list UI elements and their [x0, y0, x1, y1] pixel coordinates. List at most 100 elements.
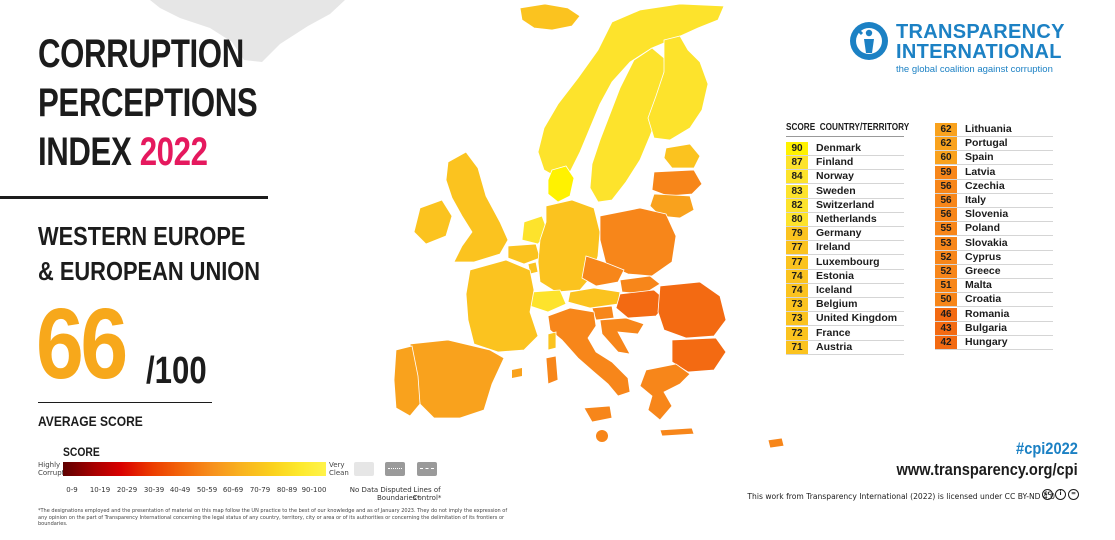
row-score: 62 [935, 137, 957, 151]
row-country: Romania [965, 307, 1010, 320]
average-score: 66 [36, 288, 128, 400]
title-index: INDEX [38, 130, 132, 174]
row-divider [786, 169, 904, 171]
row-divider [786, 339, 904, 341]
country-spain [409, 339, 505, 419]
country-romania [657, 281, 727, 339]
row-country: Cyprus [965, 250, 1002, 263]
table-row: 53 Slovakia [935, 236, 1053, 251]
country-slovakia [619, 275, 661, 295]
row-score: 46 [935, 307, 957, 321]
country-denmark [547, 165, 575, 203]
country-hungary [615, 289, 669, 319]
row-score: 56 [935, 194, 957, 207]
island-corsica [547, 331, 557, 351]
website-link[interactable]: www.transparency.org/cpi [896, 460, 1078, 479]
table-row: 77 Ireland [786, 241, 904, 256]
ti-figure-icon [850, 22, 888, 60]
row-divider [786, 325, 904, 327]
row-score: 73 [786, 312, 808, 326]
row-divider [935, 306, 1053, 308]
row-score: 52 [935, 265, 957, 278]
country-latvia [651, 169, 703, 197]
legend-lines-of-control-swatch [417, 462, 437, 476]
row-country: Malta [965, 279, 992, 292]
country-croatia [599, 317, 645, 355]
row-score: 56 [935, 179, 957, 193]
row-divider [786, 311, 904, 313]
row-score: 71 [786, 340, 808, 354]
row-country: France [816, 326, 851, 339]
row-score: 56 [935, 208, 957, 222]
legend-range: 20-29 [116, 486, 138, 494]
score-column-header: SCORE [786, 122, 816, 133]
table-row: 56 Czechia [935, 179, 1053, 194]
legend-color-scale [63, 462, 326, 476]
legend-no-data-swatch [354, 462, 374, 476]
greenland-shape [150, 0, 345, 62]
row-score: 42 [935, 336, 957, 349]
table-row: 50 Croatia [935, 293, 1053, 308]
legend-lines-of-control-label: Lines of Control* [412, 486, 442, 502]
row-country: Luxembourg [816, 255, 880, 268]
row-country: Poland [965, 222, 1001, 235]
legend-no-data-label: No Data [349, 486, 379, 494]
row-divider [935, 136, 1053, 137]
row-score: 73 [786, 298, 808, 312]
title-year: 2022 [139, 130, 208, 174]
country-cyprus [767, 437, 785, 449]
country-poland [599, 207, 677, 277]
row-country: Norway [816, 170, 854, 183]
row-divider [935, 278, 1053, 279]
row-score: 84 [786, 170, 808, 184]
country-austria [567, 287, 621, 309]
average-score-label: AVERAGE SCORE [38, 413, 143, 429]
table-row: 80 Netherlands [786, 213, 904, 227]
row-country: Germany [816, 227, 862, 240]
table-row: 77 Luxembourg [786, 255, 904, 270]
legend-range: 90-100 [301, 486, 327, 494]
row-divider [786, 226, 904, 227]
table-row: 62 Lithuania [935, 123, 1053, 137]
table-row: 56 Slovenia [935, 208, 1053, 223]
row-country: Hungary [965, 336, 1008, 348]
title-line-2: PERCEPTIONS [38, 81, 258, 125]
legend-range: 80-89 [276, 486, 298, 494]
row-score: 72 [786, 326, 808, 340]
logo-name-line-1: TRANSPARENCY [896, 21, 1065, 43]
row-score: 83 [786, 184, 808, 198]
country-ireland [413, 199, 453, 245]
cc-icon: cc [1042, 489, 1053, 500]
island-baleares [512, 368, 522, 378]
table-header-score: SCORE COUNTRY/TERRITORY [786, 122, 909, 133]
row-country: Portugal [965, 137, 1008, 150]
row-score: 74 [786, 284, 808, 297]
row-divider [786, 297, 904, 298]
table-row: 73 United Kingdom [786, 312, 904, 327]
row-score: 52 [935, 250, 957, 264]
row-divider [935, 292, 1053, 294]
table-row: 52 Greece [935, 265, 1053, 279]
legend-title: SCORE [63, 445, 100, 459]
row-score: 87 [786, 156, 808, 170]
country-estonia [663, 143, 701, 169]
row-score: 82 [786, 198, 808, 212]
row-country: Bulgaria [965, 321, 1008, 334]
row-score: 53 [935, 236, 957, 250]
table-row: 82 Switzerland [786, 198, 904, 213]
island-sardinia [545, 355, 559, 385]
row-divider [935, 207, 1053, 208]
country-slovenia [591, 305, 615, 321]
average-score-denominator: /100 [146, 350, 207, 392]
legend-range: 0-9 [66, 486, 78, 494]
table-row: 60 Spain [935, 151, 1053, 166]
row-country: Italy [965, 194, 987, 206]
hashtag[interactable]: #cpi2022 [1016, 439, 1078, 458]
row-country: Croatia [965, 293, 1002, 306]
table-header-rule [786, 136, 904, 137]
row-divider [786, 353, 904, 355]
table-row: 74 Estonia [786, 269, 904, 284]
country-united-kingdom [445, 151, 509, 263]
row-country: Estonia [816, 269, 854, 282]
row-divider [786, 282, 904, 284]
